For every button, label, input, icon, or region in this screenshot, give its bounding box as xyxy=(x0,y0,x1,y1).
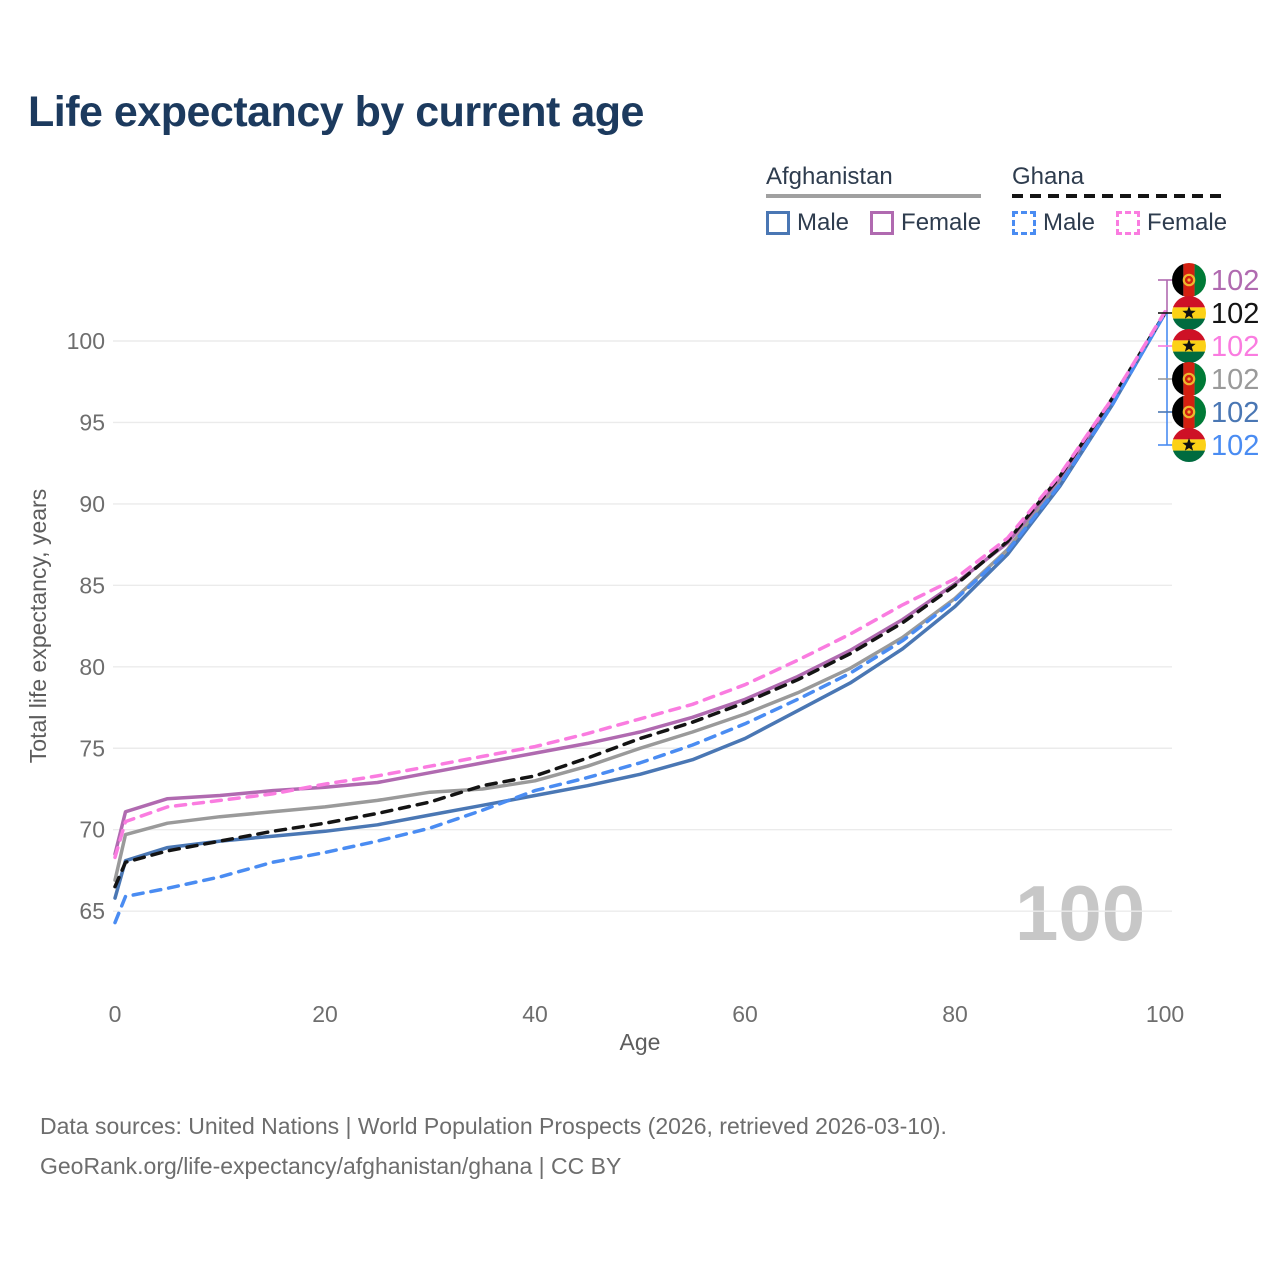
y-axis-title: Total life expectancy, years xyxy=(25,489,51,763)
y-tick-100: 100 xyxy=(67,328,105,354)
end-label-row-afghanistan-both-sexes-: 102 xyxy=(1158,362,1259,396)
end-value-text: 102 xyxy=(1211,364,1259,396)
legend-country-ghana[interactable]: Ghana xyxy=(1012,163,1085,190)
y-tick-90: 90 xyxy=(79,491,105,517)
legend-underline-ghana xyxy=(1012,194,1228,198)
legend-swatch-ghana-female xyxy=(1116,211,1141,235)
y-tick-75: 75 xyxy=(79,735,105,761)
gridlines xyxy=(113,340,1172,912)
y-tick-80: 80 xyxy=(79,654,105,680)
x-tick-0: 0 xyxy=(109,1001,122,1027)
series-line-afghanistan-male xyxy=(113,311,1167,900)
legend-group-ghana: Ghana Male Female xyxy=(1012,163,1228,237)
flag-icon-ghana xyxy=(1172,296,1206,330)
legend-swatch-ghana-male xyxy=(1012,211,1036,235)
x-tick-60: 60 xyxy=(732,1001,758,1027)
footer-attribution: GeoRank.org/life-expectancy/afghanistan/… xyxy=(40,1153,622,1179)
flag-icon-ghana xyxy=(1172,428,1206,462)
series-line-ghana-male xyxy=(113,311,1167,925)
flag-icon-afghanistan xyxy=(1172,263,1206,297)
y-axis-tick-labels: 65 70 75 80 85 90 95 100 xyxy=(67,328,105,924)
legend-label-ghana-male: Male xyxy=(1043,209,1096,236)
legend-label-afghanistan-female: Female xyxy=(901,209,982,236)
legend-label-ghana-female: Female xyxy=(1147,209,1228,236)
footer: Data sources: United Nations | World Pop… xyxy=(40,1106,947,1186)
x-tick-40: 40 xyxy=(522,1001,548,1027)
x-axis-tick-labels: 0 20 40 60 80 100 xyxy=(109,1001,1185,1027)
legend-group-afghanistan: Afghanistan Male Female xyxy=(766,163,982,237)
y-tick-85: 85 xyxy=(79,572,105,598)
series-line-ghana-both-sexes- xyxy=(113,311,1167,889)
end-value-text: 102 xyxy=(1211,298,1259,330)
end-value-text: 102 xyxy=(1211,265,1259,297)
end-label-row-ghana-male: 102 xyxy=(1158,428,1259,462)
x-tick-80: 80 xyxy=(942,1001,968,1027)
flag-icon-afghanistan xyxy=(1172,395,1206,429)
series-lines xyxy=(113,309,1167,925)
y-tick-70: 70 xyxy=(79,817,105,843)
flag-icon-afghanistan xyxy=(1172,362,1206,396)
legend-item-ghana-female[interactable]: Female xyxy=(1116,209,1227,237)
end-label-row-afghanistan-male: 102 xyxy=(1158,395,1259,429)
x-tick-100: 100 xyxy=(1146,1001,1184,1027)
legend-item-afghanistan-male[interactable]: Male xyxy=(766,209,849,237)
legend-item-ghana-male[interactable]: Male xyxy=(1012,209,1095,237)
footer-data-sources: Data sources: United Nations | World Pop… xyxy=(40,1113,947,1139)
legend-swatch-afghanistan-female xyxy=(870,211,895,235)
x-axis-title: Age xyxy=(620,1029,661,1055)
flag-icon-ghana xyxy=(1172,329,1206,363)
age-counter-watermark: 100 xyxy=(1015,869,1146,957)
series-line-ghana-female xyxy=(113,309,1167,860)
end-label-row-ghana-both-sexes-: 102 xyxy=(1158,296,1259,330)
end-label-row-ghana-female: 102 xyxy=(1158,329,1259,363)
legend-underline-afghanistan xyxy=(766,194,982,198)
x-tick-20: 20 xyxy=(312,1001,338,1027)
legend-item-afghanistan-female[interactable]: Female xyxy=(870,209,981,237)
legend-country-afghanistan[interactable]: Afghanistan xyxy=(766,163,893,190)
legend-swatch-afghanistan-male xyxy=(766,211,790,235)
end-value-text: 102 xyxy=(1211,331,1259,363)
chart-title: Life expectancy by current age xyxy=(28,88,644,136)
end-value-text: 102 xyxy=(1211,430,1259,462)
end-value-text: 102 xyxy=(1211,397,1259,429)
legend-label-afghanistan-male: Male xyxy=(797,209,850,236)
y-tick-65: 65 xyxy=(79,898,105,924)
end-label-row-afghanistan-female: 102 xyxy=(1158,263,1259,297)
y-tick-95: 95 xyxy=(79,409,105,435)
